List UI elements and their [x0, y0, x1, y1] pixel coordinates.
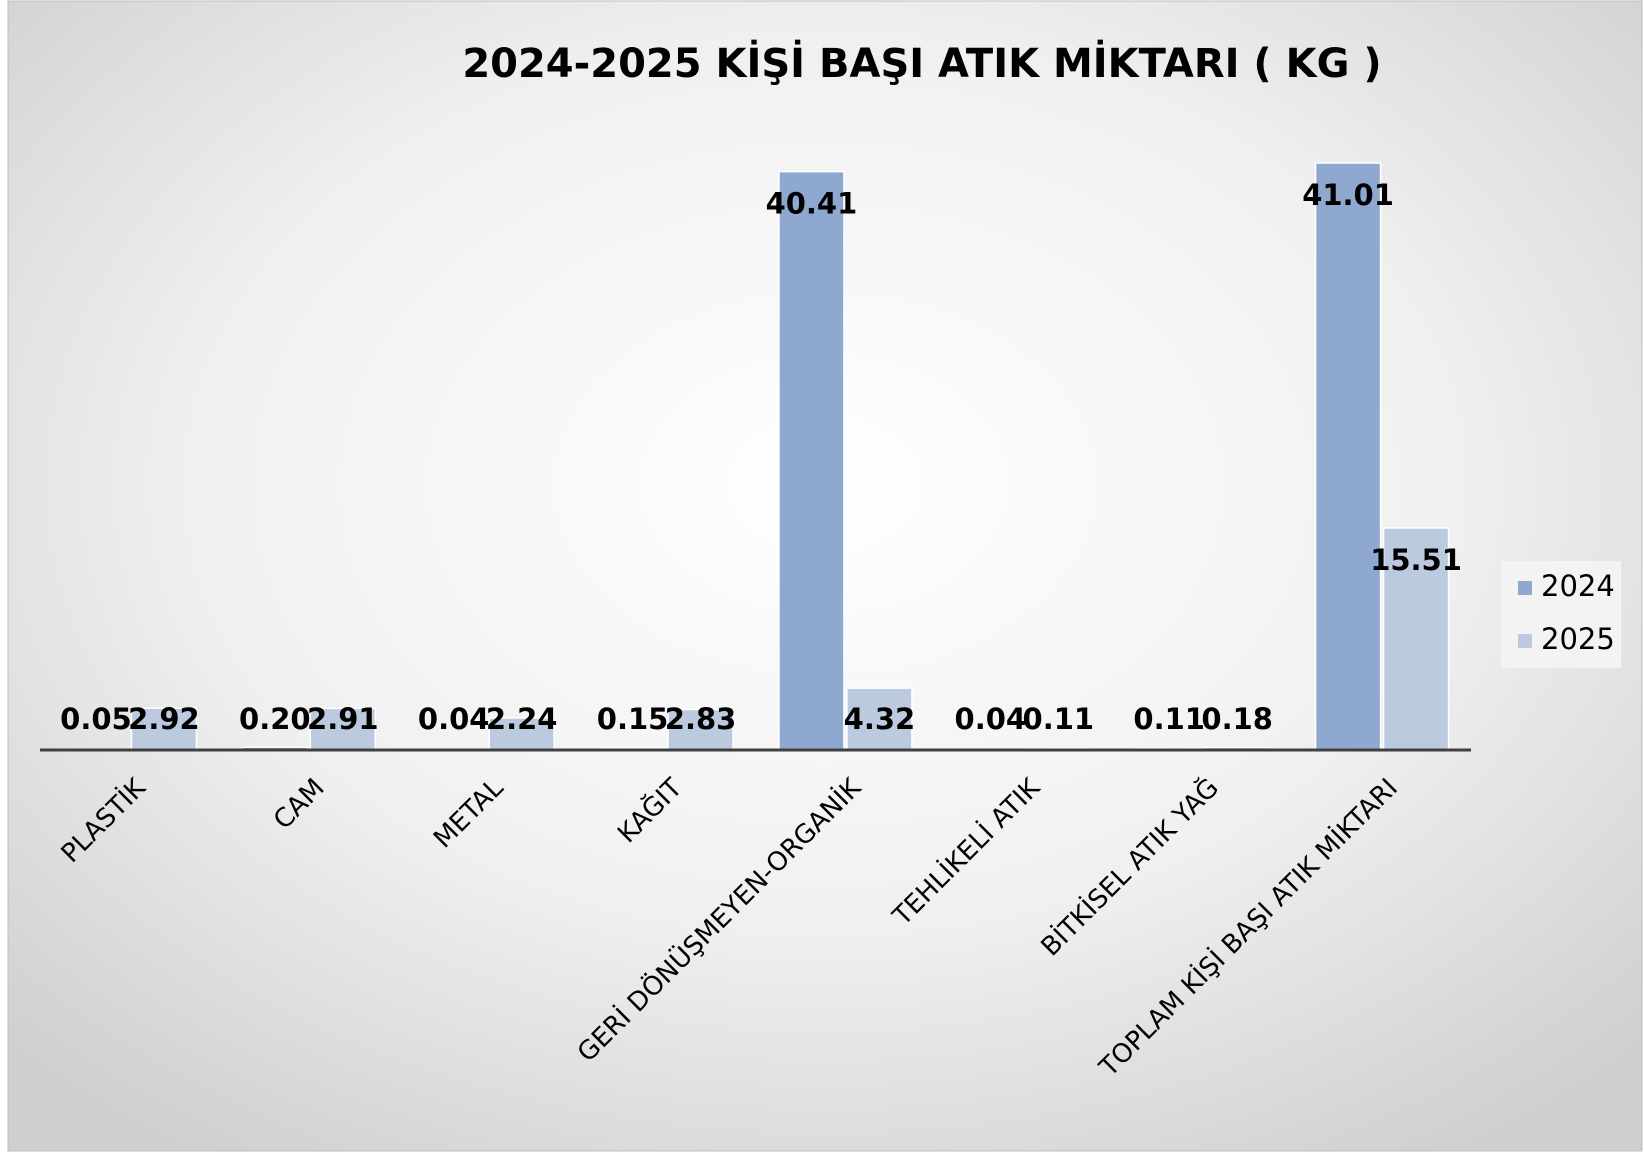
legend-swatch: [1518, 634, 1532, 648]
bar: [488, 717, 555, 751]
data-label: 15.51: [1370, 543, 1462, 577]
data-label: 41.01: [1302, 178, 1394, 212]
data-label: 0.15: [597, 702, 669, 736]
data-label: 40.41: [766, 187, 858, 221]
bar: [1382, 527, 1450, 751]
legend-swatch: [1518, 581, 1532, 595]
legend-box: [1501, 561, 1621, 668]
data-label: 2.91: [307, 702, 379, 736]
bar: [778, 170, 845, 751]
legend-label: 2025: [1541, 622, 1615, 656]
data-label: 0.18: [1201, 702, 1273, 736]
bar: [667, 708, 734, 751]
data-label: 0.11: [1133, 702, 1205, 736]
data-label: 2.83: [665, 702, 737, 736]
legend-label: 2024: [1541, 569, 1615, 603]
data-label: 0.05: [60, 702, 132, 736]
data-label: 2.92: [128, 702, 200, 736]
data-label: 2.24: [486, 702, 558, 736]
bar: [1314, 162, 1382, 751]
data-label: 0.20: [239, 702, 311, 736]
data-label: 0.11: [1023, 702, 1095, 736]
bar: [309, 707, 377, 751]
data-label: 0.04: [418, 702, 490, 736]
data-label: 0.04: [955, 702, 1027, 736]
data-label: 4.32: [844, 702, 916, 736]
chart-title: 2024-2025 KİŞİ BAŞI ATIK MİKTARI ( KG ): [462, 39, 1381, 87]
